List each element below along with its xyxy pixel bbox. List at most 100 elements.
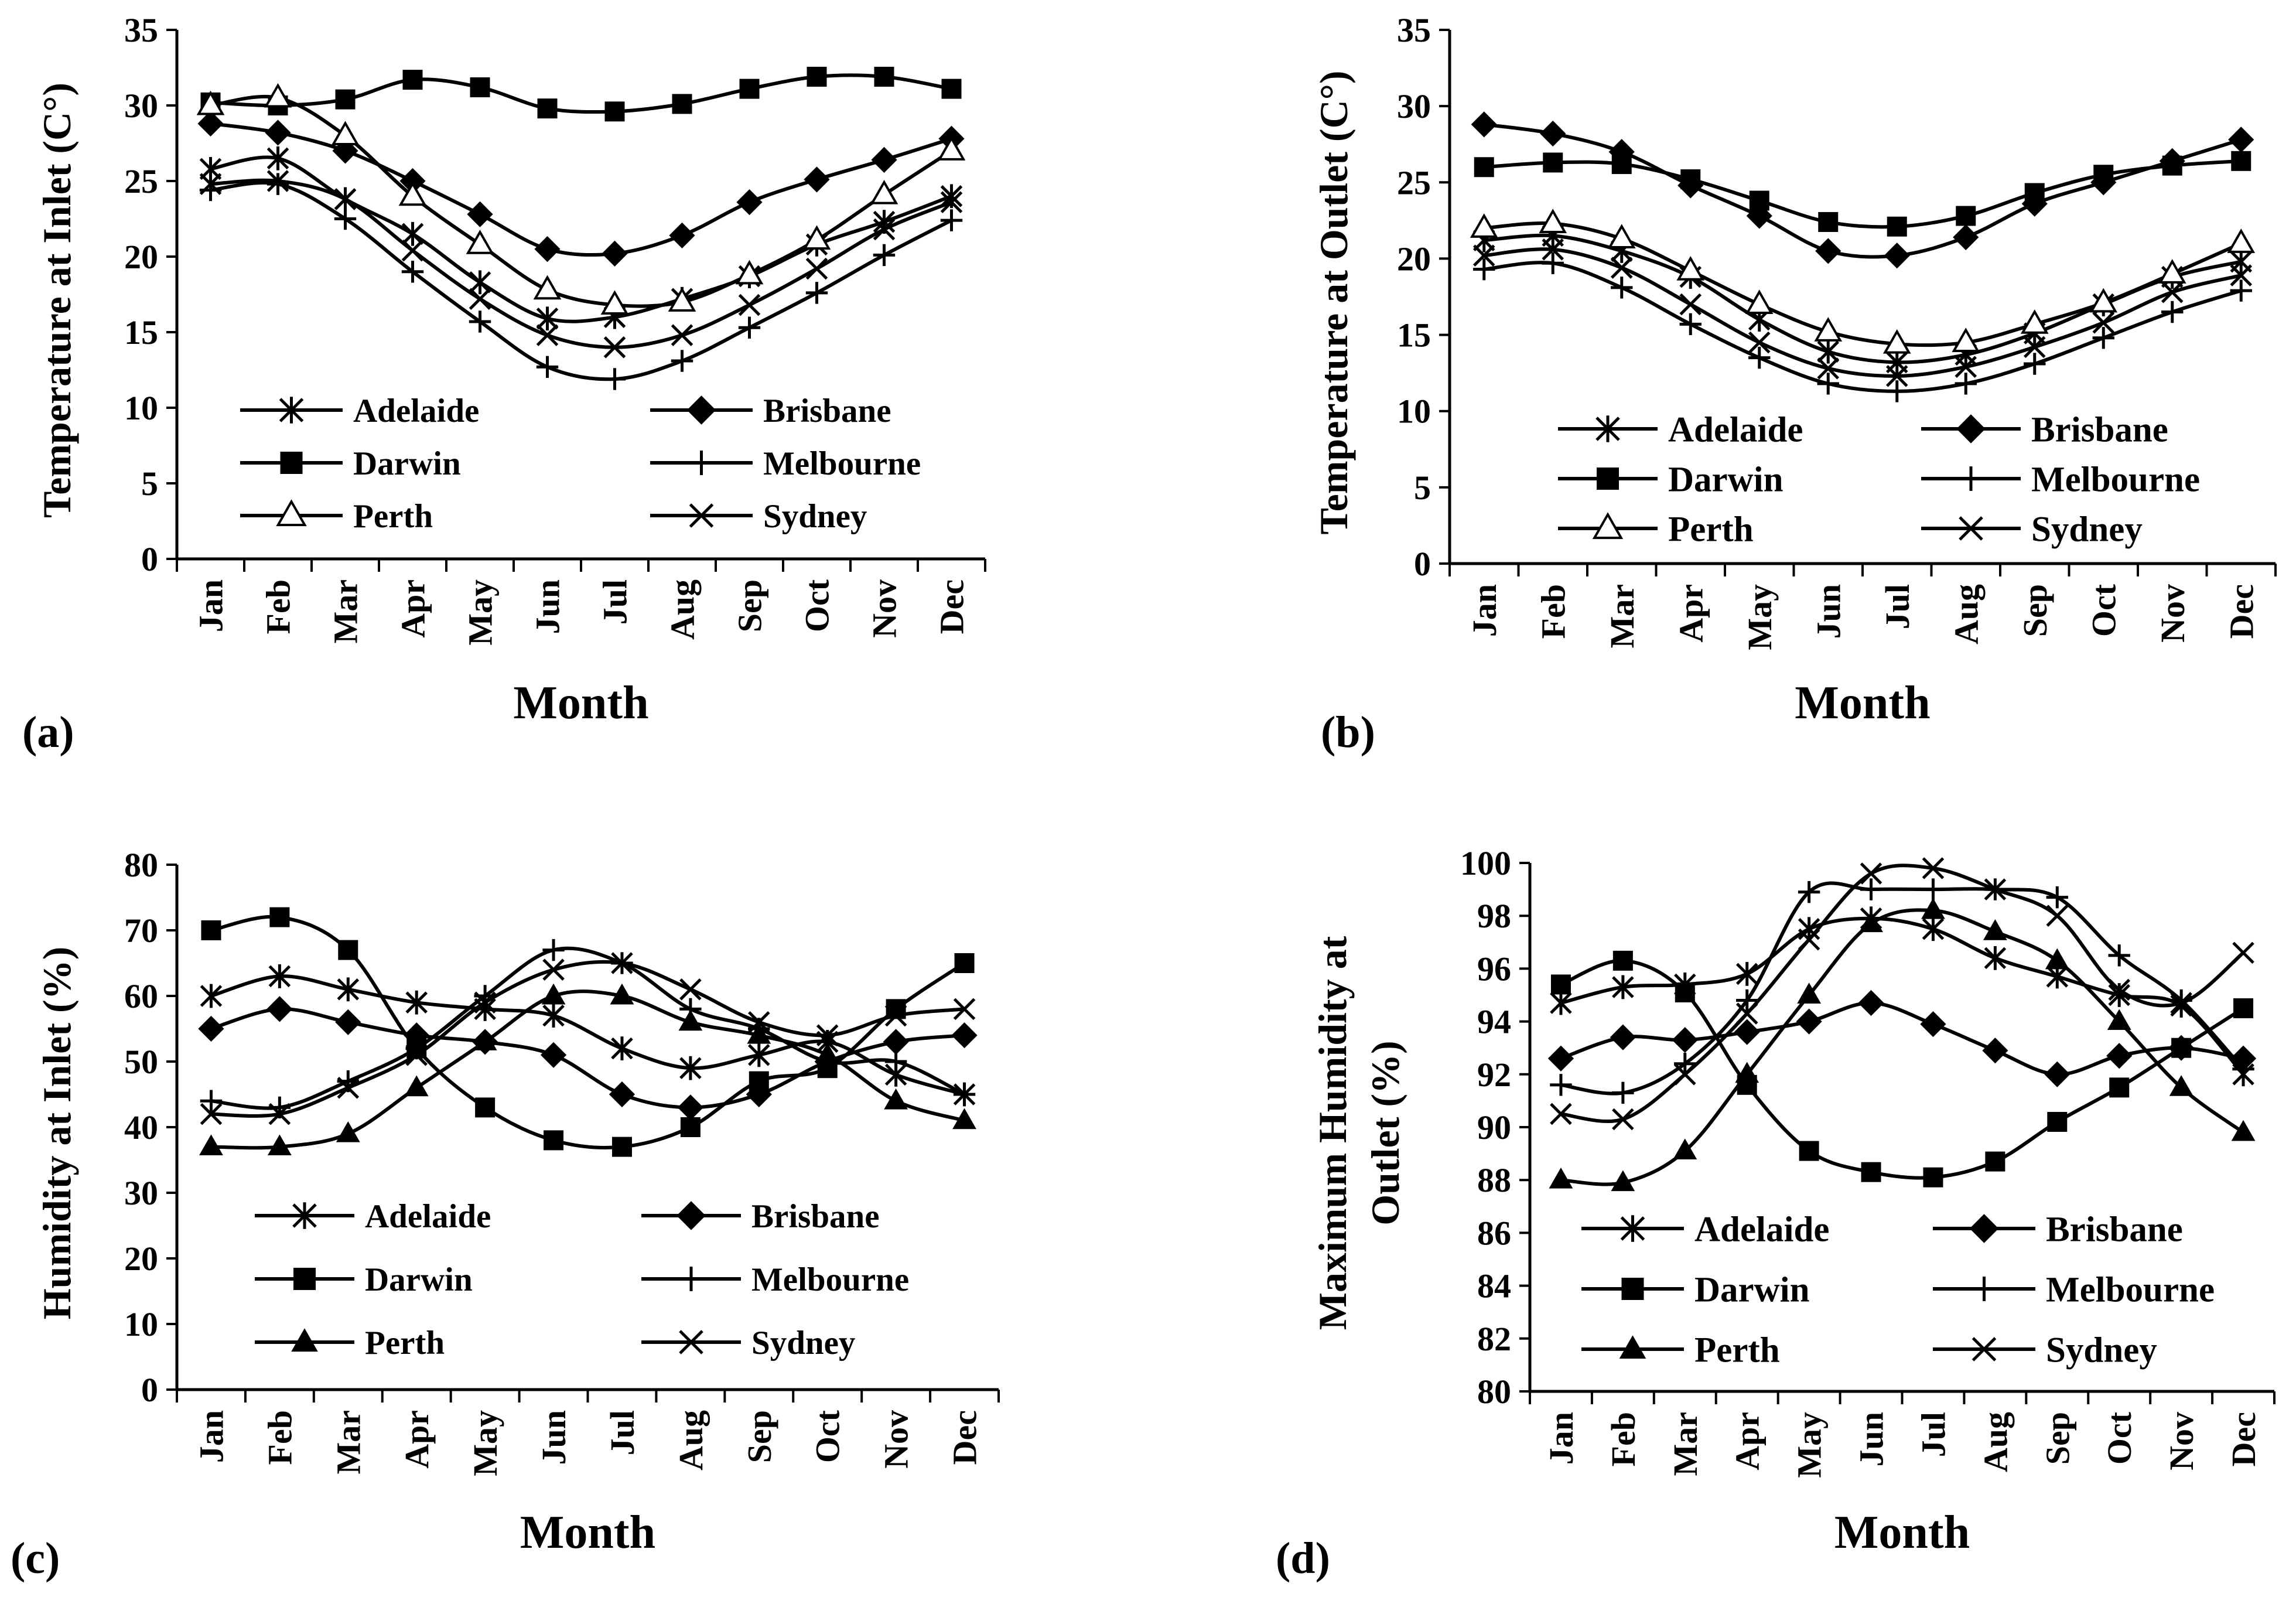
data-point-darwin-mar (1611, 154, 1632, 175)
data-point-darwin-nov (874, 66, 894, 87)
data-point-perth-feb (1539, 209, 1567, 234)
data-point-melbourne-nov (873, 244, 896, 267)
data-point-perth-jun (533, 275, 562, 300)
series-line-melbourne (1484, 261, 2242, 393)
data-point-brisbane-jul (1884, 243, 1910, 269)
data-point-sydney-may (1748, 331, 1771, 354)
data-point-sydney-jul (1885, 365, 1908, 387)
data-point-perth-may (466, 230, 494, 254)
data-point-brisbane-aug (669, 222, 695, 248)
data-point-brisbane-dec (951, 1022, 978, 1049)
data-point-brisbane-mar (1672, 1027, 1698, 1053)
x-tick-label-jun: Jun (1853, 1412, 1891, 1467)
data-point-brisbane-jun (1858, 989, 1884, 1016)
x-tick-label-feb: Feb (261, 1410, 299, 1465)
data-point-adelaide-jun (1817, 339, 1840, 364)
data-point-melbourne-jan (1550, 1074, 1572, 1096)
data-point-darwin-jun (1861, 1162, 1881, 1182)
x-axis-title: Month (1834, 1507, 1970, 1558)
x-tick-label-jun: Jun (529, 579, 567, 634)
x-tick-label-sep: Sep (2016, 584, 2054, 637)
data-point-sydney-mar (1674, 1063, 1696, 1086)
data-point-sydney-jun (1860, 862, 1882, 885)
data-point-perth-apr (398, 181, 427, 206)
data-point-darwin-aug (1956, 206, 1976, 226)
x-tick-label-may: May (1791, 1412, 1829, 1478)
data-point-melbourne-oct (805, 282, 828, 304)
y-tick-label: 0 (141, 540, 158, 578)
data-point-perth-may (1745, 289, 1774, 314)
legend-label: Perth (1694, 1330, 1780, 1370)
y-tick-label: 98 (1477, 897, 1511, 935)
x-tick-label-apr: Apr (398, 1410, 436, 1469)
chart-panel-4: 80 82 84 86 88 90 92 94 96 98 100 Jan Feb Mar Apr May Ju… (1276, 844, 2276, 1583)
data-point-sydney-may (474, 991, 496, 1014)
data-point-melbourne-feb (1612, 1081, 1634, 1104)
data-point-adelaide-jun (536, 306, 559, 331)
data-point-brisbane-mar (335, 1009, 361, 1035)
legend-item-darwin: Darwin (1581, 1270, 1810, 1309)
legend-marker (1959, 516, 1983, 541)
x-axis-title: Month (520, 1507, 655, 1558)
y-tick-label: 5 (1414, 469, 1431, 507)
data-point-brisbane-feb (265, 120, 291, 146)
data-point-melbourne-dec (940, 209, 963, 231)
x-tick-label-dec: Dec (933, 579, 971, 634)
legend-item-darwin: Darwin (1558, 460, 1784, 499)
data-point-darwin-oct (807, 66, 827, 87)
legend-item-melbourne: Melbourne (1921, 460, 2200, 499)
data-point-brisbane-sep (736, 189, 763, 216)
legend-label: Sydney (2031, 510, 2143, 549)
legend-item-darwin: Darwin (255, 1261, 473, 1298)
data-point-adelaide-apr (401, 221, 424, 246)
data-point-perth-feb (1611, 1170, 1635, 1192)
data-point-sydney-aug (679, 978, 702, 1001)
data-point-perth-jul (1921, 898, 1945, 919)
data-point-brisbane-may (1746, 203, 1772, 229)
y-tick-label: 25 (124, 162, 158, 200)
x-tick-label-may: May (462, 579, 500, 646)
data-point-perth-sep (2020, 309, 2049, 334)
data-point-darwin-feb (1612, 950, 1633, 971)
x-tick-label-sep: Sep (740, 1410, 778, 1463)
data-point-sydney-mar (334, 188, 357, 210)
data-point-perth-aug (1983, 919, 2007, 940)
series-melbourne (1473, 252, 2252, 402)
legend-label: Adelaide (365, 1198, 491, 1235)
series-sydney (1550, 857, 2254, 1131)
data-point-darwin-dec (2233, 998, 2254, 1019)
x-tick-label-apr: Apr (1728, 1412, 1767, 1470)
legend-marker (1597, 468, 1619, 490)
x-tick-label-oct: Oct (798, 579, 836, 632)
data-point-brisbane-jul (609, 1081, 636, 1108)
legend-label: Melbourne (763, 445, 921, 482)
data-point-adelaide-jul (1922, 917, 1945, 941)
series-line-sydney (211, 960, 965, 1118)
y-tick-label: 15 (1397, 316, 1431, 354)
data-point-perth-jan (1470, 213, 1498, 238)
legend-label: Brisbane (2031, 410, 2168, 449)
data-point-darwin-aug (672, 94, 692, 114)
data-point-perth-feb (267, 1134, 292, 1156)
data-point-brisbane-nov (883, 1029, 909, 1055)
y-tick-label: 40 (124, 1108, 158, 1146)
data-point-darwin-jul (1923, 1167, 1943, 1188)
data-point-darwin-may (470, 77, 490, 98)
data-point-perth-oct (802, 225, 831, 250)
data-point-adelaide-aug (1984, 946, 2007, 970)
data-point-brisbane-aug (677, 1094, 703, 1121)
data-point-darwin-jun (1818, 211, 1839, 232)
data-point-sydney-dec (940, 191, 963, 213)
y-tick-label: 70 (124, 912, 158, 950)
legend-label: Perth (1668, 510, 1754, 549)
legend-marker (276, 499, 307, 527)
data-point-melbourne-apr (1736, 989, 1758, 1012)
data-point-sydney-oct (816, 1024, 839, 1046)
legend-item-melbourne: Melbourne (641, 1261, 909, 1298)
y-tick-label: 60 (124, 977, 158, 1015)
data-point-sydney-dec (2232, 941, 2254, 964)
data-point-perth-jan (1549, 1167, 1573, 1189)
data-point-perth-aug (1952, 327, 1980, 353)
legend-item-perth: Perth (240, 498, 433, 535)
